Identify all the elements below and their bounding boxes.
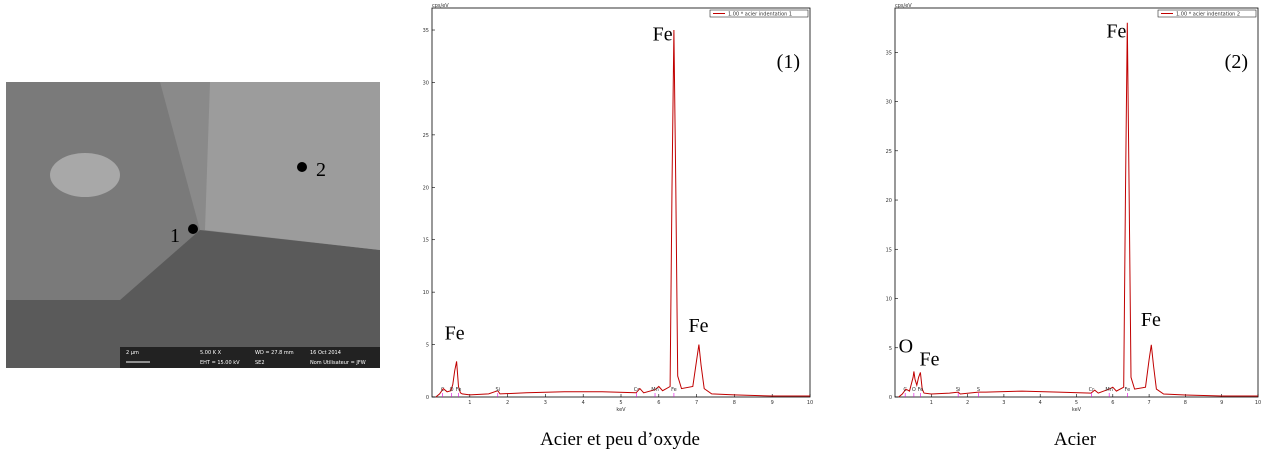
sem-info-text: EHT = 15.00 kV — [200, 360, 240, 366]
panel-label: (2) — [1225, 51, 1248, 73]
x-tick-label: 2 — [506, 400, 509, 406]
x-axis-label: keV — [1072, 407, 1082, 413]
element-label: Fe — [1124, 387, 1130, 393]
x-tick-label: 1 — [468, 400, 471, 406]
annotation: Fe — [688, 315, 708, 337]
element-label: C — [903, 387, 907, 393]
x-tick-label: 4 — [582, 400, 585, 406]
sem-info-text: Nom Utilisateur = JFW — [310, 360, 366, 366]
sem-info-text: SE2 — [255, 360, 265, 366]
sem-image: 1 2 2 µm 5.00 K X WD = 27.8 mm 16 Oct 2014… — [6, 82, 380, 368]
scale-label: 2 µm — [126, 350, 139, 356]
plot-frame — [431, 7, 811, 398]
caption: Acier et peu d’oxyde — [540, 429, 700, 450]
element-label: Si — [956, 387, 961, 393]
sem-info-text: WD = 27.8 mm — [255, 350, 294, 356]
sem-info-text: 5.00 K X — [200, 350, 222, 356]
x-tick-label: 6 — [1111, 400, 1114, 406]
x-tick-label: 5 — [619, 400, 622, 406]
x-tick-label: 3 — [544, 400, 547, 406]
x-tick-label: 7 — [695, 400, 698, 406]
element-label: Mn — [1105, 387, 1112, 393]
annotation: Fe — [919, 348, 939, 370]
element-label: O — [912, 387, 916, 393]
y-axis-label: cps/eV — [895, 3, 912, 9]
x-tick-label: 3 — [1002, 400, 1005, 406]
x-tick-label: 10 — [807, 400, 813, 406]
y-axis-label: cps/eV — [432, 3, 449, 9]
y-tick-label: 25 — [886, 149, 892, 155]
legend-box — [709, 9, 809, 18]
y-tick-label: 25 — [423, 133, 429, 139]
legend-label: 1.00 * acier indentation 1 — [728, 12, 792, 18]
element-label: S — [977, 387, 980, 393]
annotation: O — [899, 336, 913, 358]
annotation: Fe — [1141, 309, 1161, 331]
x-tick-label: 9 — [771, 400, 774, 406]
annotation: Fe — [445, 322, 465, 344]
y-tick-label: 15 — [423, 238, 429, 244]
element-label: Cr — [634, 387, 640, 393]
element-label: Fe — [918, 387, 924, 393]
y-tick-label: 10 — [886, 297, 892, 303]
sem-info: 5.00 K X WD = 27.8 mm 16 Oct 2014 EHT = 15.… — [200, 350, 366, 366]
panel-label: (1) — [777, 51, 800, 73]
y-tick-label: 5 — [426, 343, 429, 349]
y-tick-label: 20 — [423, 185, 429, 191]
x-tick-label: 7 — [1148, 400, 1151, 406]
spectrum-line — [435, 29, 810, 398]
x-tick-label: 8 — [733, 400, 736, 406]
x-tick-label: 2 — [966, 400, 969, 406]
sem-info-text: 16 Oct 2014 — [310, 350, 341, 356]
y-tick-label: 30 — [423, 80, 429, 86]
element-label: C — [441, 387, 445, 393]
spectrum-line — [898, 22, 1258, 398]
x-tick-label: 6 — [657, 400, 660, 406]
y-tick-label: 20 — [886, 198, 892, 204]
point-label: 2 — [316, 159, 326, 181]
x-axis-label: keV — [616, 407, 626, 413]
element-label: Si — [495, 387, 500, 393]
y-tick-label: 15 — [886, 247, 892, 253]
legend-box — [1157, 9, 1257, 18]
element-label: Cr — [1089, 387, 1095, 393]
y-tick-label: 0 — [889, 395, 892, 401]
element-label: O — [450, 387, 454, 393]
point-label: 1 — [170, 225, 180, 247]
x-tick-label: 5 — [1075, 400, 1078, 406]
annotation: Fe — [1106, 21, 1126, 43]
y-tick-label: 5 — [889, 346, 892, 352]
x-tick-label: 10 — [1255, 400, 1261, 406]
caption: Acier — [1054, 429, 1097, 450]
y-tick-label: 0 — [426, 395, 429, 401]
element-label: Fe — [671, 387, 677, 393]
plot-frame — [894, 7, 1259, 398]
legend-label: 1.00 * acier indentation 2 — [1176, 12, 1240, 18]
x-tick-label: 1 — [930, 400, 933, 406]
element-label: Mn — [651, 387, 658, 393]
annotation: Fe — [653, 24, 673, 46]
y-tick-label: 10 — [423, 290, 429, 296]
element-label: Fe — [456, 387, 462, 393]
y-tick-label: 30 — [886, 100, 892, 106]
y-tick-label: 35 — [423, 28, 429, 34]
x-tick-label: 8 — [1184, 400, 1187, 406]
y-tick-label: 35 — [886, 50, 892, 56]
x-tick-label: 9 — [1220, 400, 1223, 406]
x-tick-label: 4 — [1039, 400, 1042, 406]
